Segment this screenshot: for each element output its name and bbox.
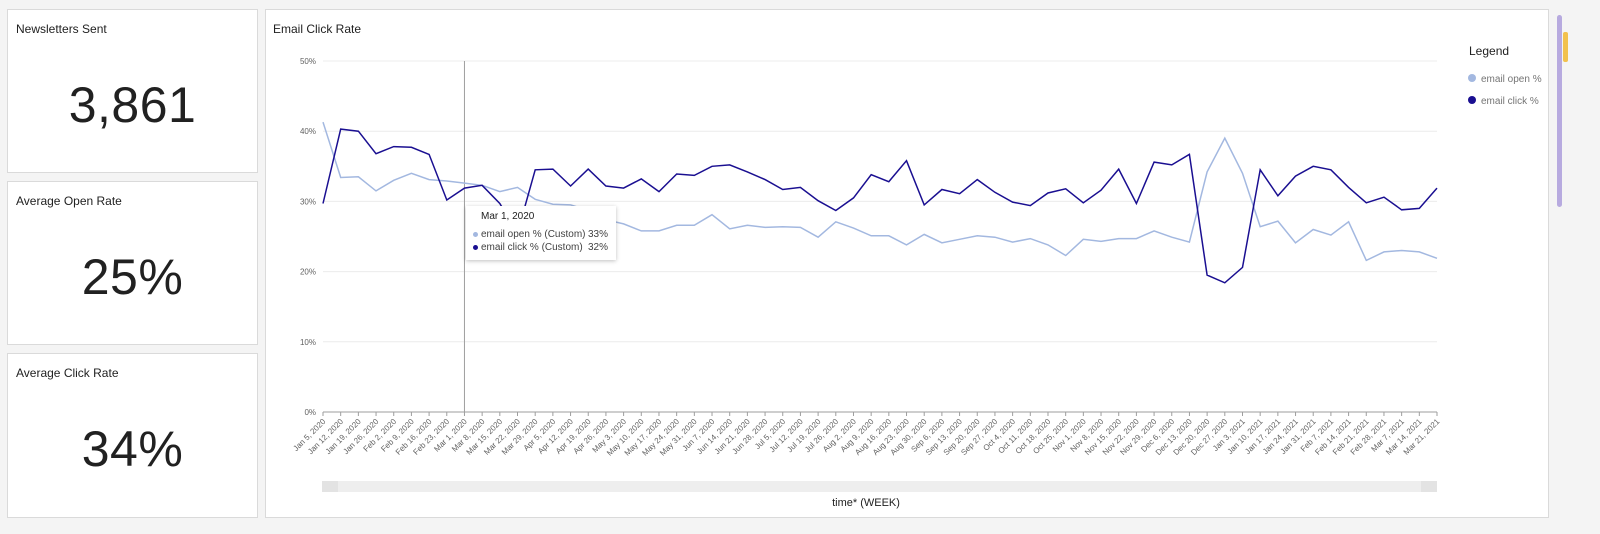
page-scrollbar-thumb[interactable] (1557, 15, 1562, 207)
kpi-value: 34% (81, 421, 184, 477)
zoom-handle-left[interactable] (322, 481, 338, 492)
circle-marker-icon (473, 232, 478, 237)
series-line-email-open[interactable] (322, 121, 1438, 262)
x-axis-label: time* (WEEK) (832, 497, 900, 509)
legend-marker-click (1468, 96, 1476, 104)
kpi-title: Average Click Rate (16, 366, 119, 380)
legend-title: Legend (1469, 44, 1509, 58)
legend: Legend email open % email click % (1468, 44, 1542, 107)
y-tick-label: 0% (304, 408, 316, 417)
tooltip-series-value: 32% (588, 242, 609, 253)
chart-card-email-click-rate[interactable]: Email Click Rate 0% 10% 20% 30% 40% 50% Jan 5… (265, 9, 1549, 518)
legend-label-click[interactable]: email click % (1481, 96, 1539, 107)
kpi-title: Newsletters Sent (16, 22, 107, 36)
kpi-value: 3,861 (68, 77, 197, 133)
legend-label-open[interactable]: email open % (1481, 74, 1542, 85)
zoom-handle-right[interactable] (1421, 481, 1437, 492)
chart-title: Email Click Rate (273, 22, 362, 36)
tooltip-series-name: email click % (Custom) (481, 242, 583, 253)
kpi-card-average-open-rate: Average Open Rate 25% (7, 181, 258, 345)
y-axis-ticks: 0% 10% 20% 30% 40% 50% (300, 57, 316, 417)
y-tick-label: 20% (300, 268, 316, 277)
chart-tooltip: Mar 1, 2020 email open % (Custom) 33% em… (466, 206, 616, 260)
page-scrollbar-accent (1563, 32, 1568, 62)
tooltip-date: Mar 1, 2020 (481, 211, 535, 222)
y-tick-label: 40% (300, 127, 316, 136)
tooltip-series-value: 33% (588, 229, 609, 240)
kpi-title: Average Open Rate (16, 194, 122, 208)
tooltip-series-name: email open % (Custom) (481, 229, 586, 240)
circle-marker-icon (473, 245, 478, 250)
legend-marker-open (1468, 74, 1476, 82)
y-tick-label: 50% (300, 57, 316, 66)
kpi-card-average-click-rate: Average Click Rate 34% (7, 353, 258, 518)
zoom-scrollbar[interactable] (322, 481, 1437, 492)
kpi-card-newsletters-sent: Newsletters Sent 3,861 (7, 9, 258, 173)
y-tick-label: 10% (300, 338, 316, 347)
kpi-value: 25% (81, 249, 184, 305)
y-tick-label: 30% (300, 197, 316, 206)
